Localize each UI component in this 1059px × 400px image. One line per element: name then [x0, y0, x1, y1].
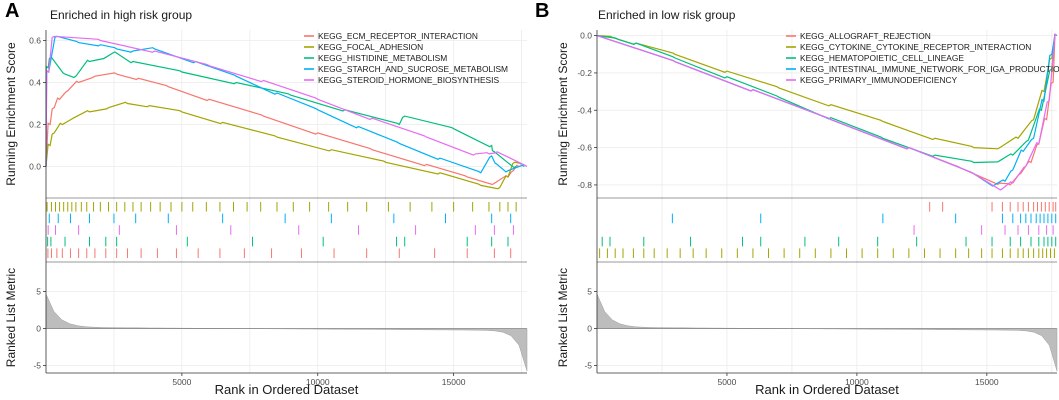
panel-title: Enriched in high risk group [50, 8, 192, 22]
rank-ytick-label: 5 [36, 287, 41, 297]
xlabel: Rank in Ordered Dataset [215, 382, 359, 397]
es-line-kegg-focal-adhesion [45, 101, 522, 190]
legend-label: KEGG_STEROID_HORMONE_BIOSYNTHESIS [318, 75, 499, 85]
ranked-list-metric-area [596, 293, 1058, 372]
panel-letter: B [535, 0, 549, 22]
rank-ytick-label: 5 [587, 287, 592, 297]
es-ytick-label: 0.0 [580, 31, 592, 41]
es-line-kegg-histidine-metabolism [45, 51, 517, 169]
legend-label: KEGG_CYTOKINE_CYTOKINE_RECEPTOR_INTERACT… [800, 42, 1031, 52]
panel-a: A Enriched in high risk group 0.6 0.4 0.2 0.0… [4, 0, 528, 397]
es-ytick-label: -0.6 [577, 143, 592, 153]
es-line-kegg-cytokine-cytokine-receptor-interaction [596, 33, 1058, 150]
xtick-label: 5000 [717, 377, 736, 387]
es-ytick-label: 0.0 [29, 162, 41, 172]
xlabel: Rank in Ordered Dataset [755, 382, 899, 397]
legend-label: KEGG_STARCH_AND_SUCROSE_METABOLISM [318, 64, 508, 74]
rank-ytick-label: 0 [587, 324, 592, 334]
legend-label: KEGG_ALLOGRAFT_REJECTION [800, 31, 931, 41]
legend-label: KEGG_INTESTINAL_IMMUNE_NETWORK_FOR_IGA_P… [800, 64, 1059, 74]
es-line-kegg-primary-immunodeficiency [596, 33, 1058, 191]
rank-ylabel: Ranked List Metric [556, 268, 570, 367]
rank-ytick-label: -5 [33, 361, 41, 371]
xtick-label: 10000 [845, 377, 869, 387]
panel-title: Enriched in low risk group [598, 8, 736, 22]
es-ytick-label: 0.6 [29, 36, 41, 46]
es-ytick-label: -0.8 [577, 180, 592, 190]
es-ylabel: Running Enrichment Score [4, 42, 18, 186]
es-ytick-label: 0.4 [29, 78, 41, 88]
xtick-label: 15000 [975, 377, 999, 387]
es-ylabel: Running Enrichment Score [556, 42, 570, 186]
es-ytick-label: -0.2 [577, 68, 592, 78]
ranked-list-metric-area [45, 293, 528, 372]
panel-letter: A [5, 0, 19, 22]
xtick-label: 10000 [306, 377, 330, 387]
rank-ylabel: Ranked List Metric [4, 268, 18, 367]
panel-b: B Enriched in low risk group 0.0 -0.2 -0.4 -0… [535, 0, 1059, 397]
legend-label: KEGG_HEMATOPOIETIC_CELL_LINEAGE [800, 53, 964, 63]
es-ytick-label: 0.2 [29, 120, 41, 130]
legend-label: KEGG_FOCAL_ADHESION [318, 42, 423, 52]
es-ytick-label: -0.4 [577, 105, 592, 115]
rank-ytick-label: 0 [36, 324, 41, 334]
es-line-kegg-starch-and-sucrose-metabolism [45, 35, 525, 174]
legend-label: KEGG_ECM_RECEPTOR_INTERACTION [318, 31, 478, 41]
xtick-label: 5000 [172, 377, 191, 387]
rank-ytick-label: -5 [584, 361, 592, 371]
legend-label: KEGG_HISTIDINE_METABOLISM [318, 53, 447, 63]
legend: KEGG_ALLOGRAFT_REJECTIONKEGG_CYTOKINE_CY… [786, 31, 1059, 85]
xtick-label: 15000 [442, 377, 466, 387]
legend-label: KEGG_PRIMARY_IMMUNODEFICIENCY [800, 75, 958, 85]
legend: KEGG_ECM_RECEPTOR_INTERACTIONKEGG_FOCAL_… [304, 31, 508, 85]
es-line-kegg-ecm-receptor-interaction [45, 72, 520, 186]
es-line-kegg-steroid-hormone-biosynthesis [45, 35, 528, 168]
